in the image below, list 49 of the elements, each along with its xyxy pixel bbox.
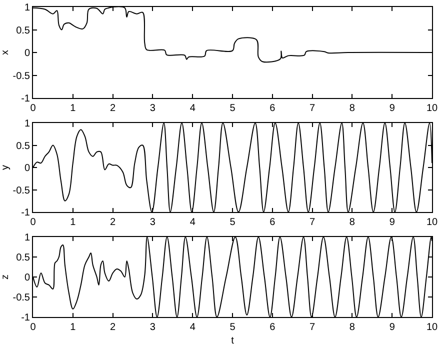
x-axis-title: t xyxy=(231,336,234,346)
x-tick-label: 9 xyxy=(389,217,396,228)
x-tick-label: 3 xyxy=(150,217,156,228)
x-tick-label: 8 xyxy=(349,103,356,114)
y-tick-label: 0 xyxy=(24,272,30,284)
x-tick-label: 5 xyxy=(230,103,236,114)
y-tick-label: -0.5 xyxy=(12,292,30,304)
y-tick-label: 0 xyxy=(24,48,30,59)
x-tick-label: 2 xyxy=(110,322,116,333)
x-tick-label: 10 xyxy=(426,103,438,114)
y-tick-label: 0.5 xyxy=(16,140,30,152)
y-tick-label: 1 xyxy=(24,118,30,130)
x-tick-label: 5 xyxy=(230,322,236,333)
y-tick-label: -0.5 xyxy=(12,70,30,82)
x-tick-label: 6 xyxy=(270,217,276,228)
x-tick-label: 1 xyxy=(70,217,76,228)
x-tick-label: 4 xyxy=(190,103,196,114)
x-tick-label: 8 xyxy=(349,217,356,228)
y-tick-label: 1 xyxy=(24,2,30,14)
x-tick-label: 10 xyxy=(426,322,438,333)
x-tick-label: 4 xyxy=(190,217,196,228)
y-axis-title: y xyxy=(0,165,11,170)
x-tick-label: 9 xyxy=(389,103,396,114)
y-tick-label: -0.5 xyxy=(12,185,30,196)
x-tick-label: 7 xyxy=(310,217,316,228)
x-tick-label: 3 xyxy=(150,322,156,333)
x-tick-label: 1 xyxy=(70,322,76,333)
y-tick-label: 1 xyxy=(24,232,30,244)
x-tick-label: 4 xyxy=(190,322,196,333)
y-tick-label: 0.5 xyxy=(16,252,30,264)
x-tick-label: 5 xyxy=(230,217,236,228)
x-tick-label: 9 xyxy=(389,322,396,333)
x-tick-label: 8 xyxy=(349,322,356,333)
x-tick-label: 2 xyxy=(110,103,116,114)
x-tick-label: 2 xyxy=(110,217,116,228)
x-tick-label: 7 xyxy=(310,103,316,114)
x-tick-label: 6 xyxy=(270,322,276,333)
x-tick-label: 10 xyxy=(426,217,438,228)
x-tick-label: 1 xyxy=(70,103,76,114)
x-tick-label: 7 xyxy=(310,322,316,333)
y-axis-title: z xyxy=(0,274,11,280)
x-tick-label: 6 xyxy=(270,103,276,114)
y-axis-title: x xyxy=(0,50,11,55)
y-tick-label: 0.5 xyxy=(16,25,30,36)
y-tick-label: -1 xyxy=(21,208,30,218)
x-tick-label: 3 xyxy=(150,103,156,114)
y-tick-label: 0 xyxy=(24,163,30,174)
y-tick-label: -1 xyxy=(21,312,30,324)
y-tick-label: -1 xyxy=(21,94,30,104)
